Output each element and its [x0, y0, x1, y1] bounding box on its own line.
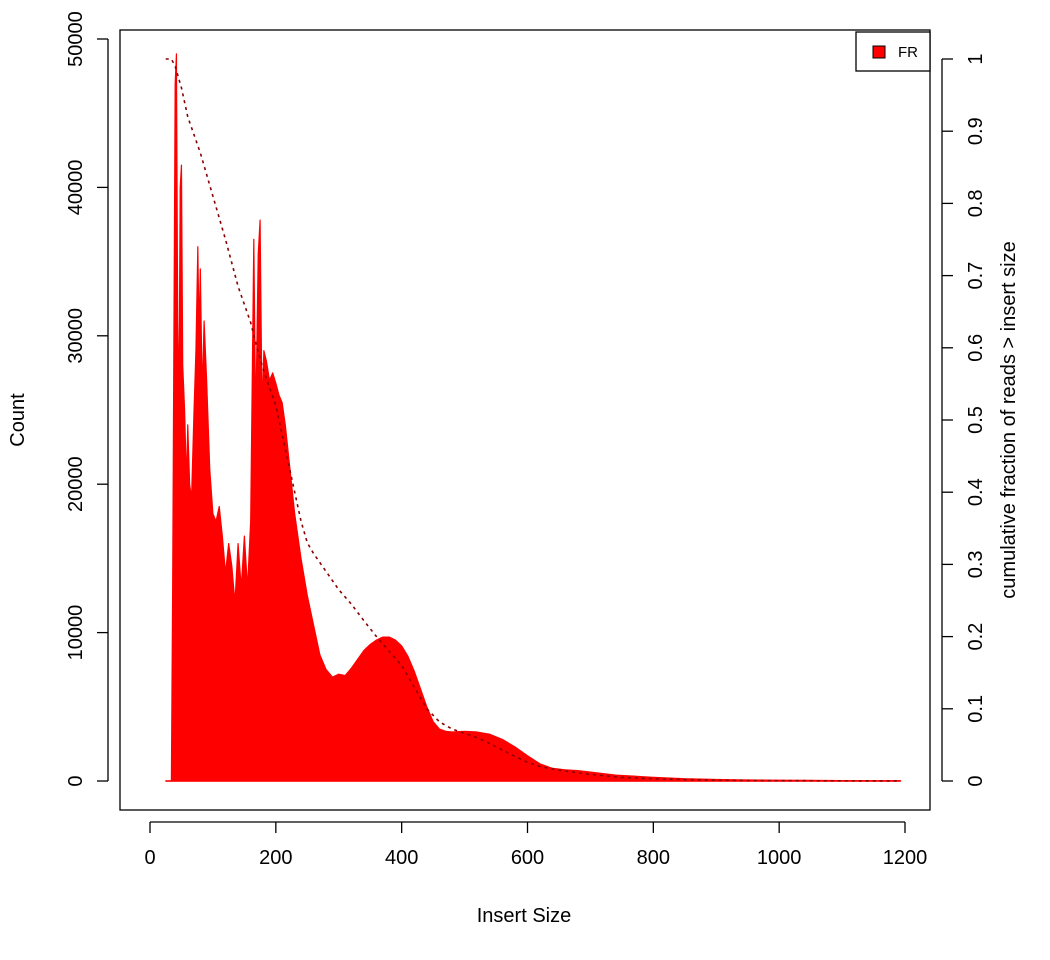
y2-tick-label: 0.5: [965, 406, 987, 434]
x-tick-label: 800: [637, 847, 670, 869]
legend-swatch-fr: [872, 45, 886, 59]
axes: 0 200 400 600 800 1000 1200 0 10000 20000 30000 400…: [65, 11, 987, 869]
y2-tick-label: 0.9: [965, 117, 987, 145]
y-tick-label: 30000: [65, 308, 87, 364]
y2-tick-label: 0: [965, 775, 987, 786]
y2-tick-label: 0.1: [965, 695, 987, 723]
y-tick-label: 20000: [65, 456, 87, 512]
y2-tick-label: 0.6: [965, 334, 987, 362]
x-tick-label: 600: [511, 847, 544, 869]
legend: FR: [855, 31, 931, 72]
y2-tick-label: 0.3: [965, 550, 987, 578]
x-tick-label: 1000: [757, 847, 802, 869]
y2-tick-label: 0.4: [965, 478, 987, 506]
x-tick-label: 400: [385, 847, 418, 869]
y-axis-label: Count: [7, 393, 29, 447]
y2-tick-label: 0.2: [965, 623, 987, 651]
plot-frame: [119, 29, 931, 811]
plot-area: [165, 53, 902, 782]
y2-tick-label: 1: [965, 53, 987, 64]
cumulative-fraction-line: [165, 58, 901, 782]
x-axis-label: Insert Size: [477, 905, 571, 927]
histogram-area-fr: [165, 53, 902, 782]
y2-axis-label: cumulative fraction of reads > insert si…: [998, 241, 1020, 598]
y-tick-label: 50000: [65, 11, 87, 67]
legend-box: [855, 31, 931, 72]
y-tick-label: 0: [65, 775, 87, 786]
y-tick-label: 40000: [65, 160, 87, 216]
y-tick-label: 10000: [65, 605, 87, 661]
x-tick-label: 200: [259, 847, 292, 869]
x-tick-label: 1200: [883, 847, 928, 869]
legend-label-fr: FR: [898, 44, 918, 61]
x-tick-label: 0: [144, 847, 155, 869]
y2-tick-label: 0.8: [965, 189, 987, 217]
y2-tick-label: 0.7: [965, 262, 987, 290]
